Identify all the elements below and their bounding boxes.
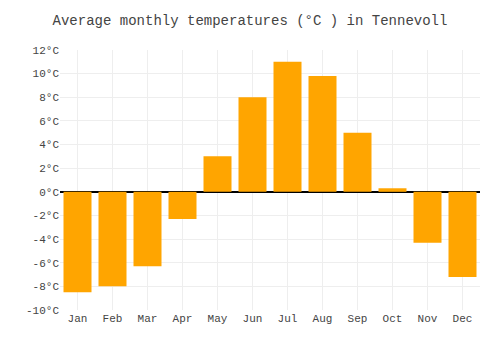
svg-text:0°C: 0°C xyxy=(39,187,59,199)
svg-text:Aug: Aug xyxy=(313,313,333,325)
svg-text:Apr: Apr xyxy=(173,313,193,325)
svg-text:Jun: Jun xyxy=(243,313,263,325)
svg-text:Sep: Sep xyxy=(348,313,368,325)
svg-text:Mar: Mar xyxy=(138,313,158,325)
svg-text:-8°C: -8°C xyxy=(33,281,60,293)
svg-text:8°C: 8°C xyxy=(39,92,59,104)
svg-text:4°C: 4°C xyxy=(39,139,59,151)
svg-text:-4°C: -4°C xyxy=(33,234,60,246)
svg-text:Dec: Dec xyxy=(453,313,473,325)
svg-text:12°C: 12°C xyxy=(33,45,60,57)
svg-text:10°C: 10°C xyxy=(33,68,60,80)
svg-text:-2°C: -2°C xyxy=(33,210,60,222)
svg-text:-6°C: -6°C xyxy=(33,258,60,270)
svg-text:2°C: 2°C xyxy=(39,163,59,175)
svg-text:Average monthly temperatures (: Average monthly temperatures (°C ) in Te… xyxy=(53,13,448,29)
svg-text:6°C: 6°C xyxy=(39,116,59,128)
svg-text:Nov: Nov xyxy=(418,313,438,325)
svg-text:May: May xyxy=(208,313,228,325)
svg-text:Jan: Jan xyxy=(68,313,88,325)
svg-text:Oct: Oct xyxy=(383,313,403,325)
svg-text:Jul: Jul xyxy=(278,313,298,325)
svg-text:-10°C: -10°C xyxy=(26,305,59,317)
svg-text:Feb: Feb xyxy=(103,313,123,325)
